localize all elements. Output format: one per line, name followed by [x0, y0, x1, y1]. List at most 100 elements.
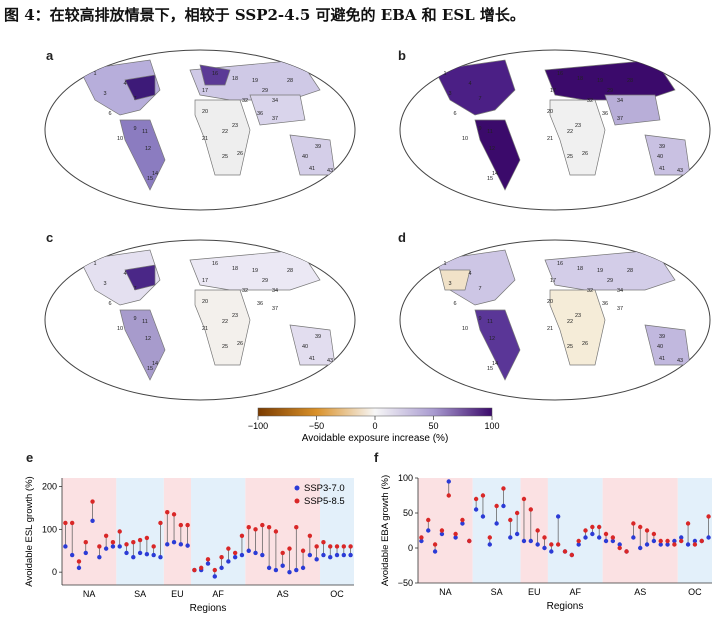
- map-d-region-23: 23: [575, 313, 581, 319]
- ssp5-point: [334, 544, 340, 549]
- panel-label-a: a: [46, 48, 54, 63]
- map-a-region-1: 1: [93, 71, 96, 77]
- ssp5-point: [562, 549, 568, 554]
- map-c-region-29: 29: [262, 278, 268, 284]
- map-c-region-9: 9: [133, 316, 136, 322]
- map-c-region-22: 22: [222, 319, 228, 325]
- ssp3-point: [501, 503, 506, 509]
- ssp3-point: [314, 557, 319, 562]
- ssp5-point: [294, 525, 299, 530]
- map-a-region-36: 36: [257, 111, 263, 117]
- map-b-region-39: 39: [659, 144, 665, 150]
- ssp3-point: [165, 542, 170, 547]
- ssp3-point: [494, 521, 499, 526]
- map-c-region-32: 32: [242, 288, 248, 294]
- map-c-region-4: 4: [123, 271, 126, 277]
- ssp3-point: [321, 552, 326, 558]
- map-a-region-18: 18: [232, 76, 238, 82]
- map-b-region-20: 20: [547, 109, 553, 115]
- colorbar-tick-label: −50: [309, 421, 324, 431]
- ssp5-point: [446, 493, 451, 498]
- map-a-region-3: 3: [103, 91, 106, 97]
- map-a-region-11: 11: [142, 129, 148, 135]
- ssp5-point: [494, 503, 499, 509]
- group-band-na: [62, 478, 117, 585]
- ssp5-point: [185, 522, 190, 528]
- map-c-region-26: 26: [237, 341, 243, 347]
- ssp3-point: [294, 567, 299, 573]
- map-d-region-43: 43: [677, 358, 683, 364]
- map-d-region-10: 10: [462, 326, 468, 332]
- map-b-region-12: 12: [489, 146, 495, 152]
- ssp3-point: [328, 554, 333, 560]
- map-a-region-21: 21: [202, 136, 208, 142]
- group-label: NA: [439, 587, 452, 597]
- ssp5-point: [610, 535, 616, 540]
- ssp3-point: [514, 531, 520, 537]
- ssp3-point: [549, 549, 554, 554]
- ssp5-point: [321, 540, 326, 545]
- ssp3-point: [253, 550, 258, 556]
- ssp3-point: [583, 535, 588, 540]
- map-d-region-7: 7: [478, 286, 481, 292]
- map-a-region-43: 43: [327, 168, 333, 174]
- ssp5-point: [631, 521, 636, 526]
- map-b-region-26: 26: [582, 151, 588, 157]
- ssp3-point: [334, 552, 340, 558]
- ssp5-point: [273, 529, 279, 534]
- map-a-region-4: 4: [123, 81, 126, 87]
- map-a-region-19: 19: [252, 78, 258, 84]
- map-c-region-25: 25: [222, 344, 228, 350]
- map-a: [44, 49, 356, 211]
- group-label: SA: [134, 589, 146, 599]
- map-c-region-6: 6: [108, 301, 111, 307]
- group-band-as: [245, 478, 321, 585]
- ssp5-point: [583, 528, 588, 533]
- map-d-region-40: 40: [657, 344, 663, 350]
- panel-label-e: e: [26, 450, 34, 465]
- colorbar: −100 −50 0 50 100 Avoidable exposure increas…: [248, 407, 500, 444]
- ssp5-point: [83, 540, 88, 545]
- ssp5-point: [419, 535, 424, 540]
- ssp5-point: [521, 496, 527, 502]
- x-axis-label: Regions: [547, 601, 584, 612]
- map-d-region-22: 22: [567, 319, 573, 325]
- ssp5-point: [569, 552, 575, 558]
- ssp5-point: [535, 528, 540, 533]
- panel-label-f: f: [374, 450, 379, 465]
- map-a-region-39: 39: [315, 144, 321, 150]
- ssp3-point: [542, 545, 547, 551]
- ssp5-point: [171, 512, 177, 517]
- ssp5-point: [508, 517, 513, 523]
- ssp5-point: [426, 517, 431, 523]
- ssp5-point: [685, 521, 691, 526]
- ssp5-point: [63, 520, 68, 526]
- map-b-region-9: 9: [478, 126, 481, 132]
- group-label: AF: [212, 589, 224, 599]
- ssp5-point: [514, 510, 520, 516]
- ssp5-point: [487, 535, 492, 540]
- ssp3-point: [576, 542, 581, 547]
- ssp3-point: [76, 565, 82, 571]
- map-d-region-37: 37: [617, 306, 623, 312]
- colorbar-tick-label: 100: [484, 421, 499, 431]
- map-d-region-39: 39: [659, 334, 665, 340]
- map-c-region-12: 12: [145, 336, 151, 342]
- map-b: [399, 49, 711, 211]
- map-a-region-23: 23: [232, 123, 238, 129]
- map-b-region-15: 15: [487, 176, 493, 182]
- ssp5-point: [144, 535, 150, 541]
- ssp5-point: [528, 507, 534, 512]
- ssp3-point: [232, 554, 238, 560]
- ssp5-point: [124, 542, 129, 547]
- ssp3-point: [487, 542, 492, 547]
- ssp5-point: [165, 510, 170, 515]
- ssp3-point: [341, 552, 347, 558]
- legend-ssp3-marker: [294, 485, 300, 491]
- ssp3-point: [460, 521, 465, 526]
- ssp3-point: [555, 514, 561, 519]
- group-band-eu: [163, 478, 192, 585]
- ssp5-point: [473, 496, 479, 502]
- map-a-region-9: 9: [133, 126, 136, 132]
- ssp5-point: [658, 538, 663, 544]
